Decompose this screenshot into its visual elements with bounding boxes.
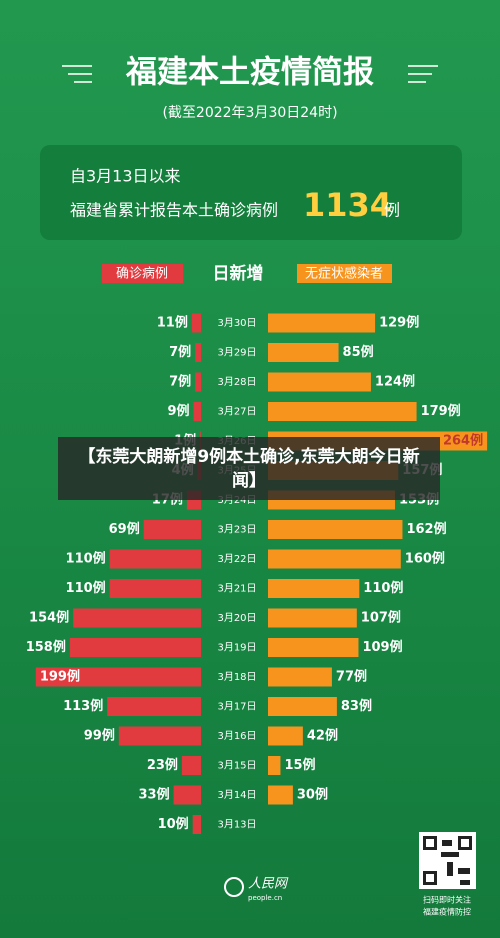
value-label: 107例 <box>361 610 401 626</box>
value-label: 85例 <box>343 344 374 360</box>
value-label: 7例 <box>169 344 191 360</box>
qr-caption: 扫码即时关注 <box>423 895 471 905</box>
bar <box>193 402 201 421</box>
bar <box>181 756 201 775</box>
value-label: 179例 <box>421 403 461 419</box>
legend-swatch <box>297 264 392 283</box>
value-label: 199例 <box>40 669 80 685</box>
bar <box>268 372 371 392</box>
bar <box>191 313 201 333</box>
value-label: 110例 <box>66 551 106 567</box>
value-label: 42例 <box>307 728 338 744</box>
bar <box>118 726 201 746</box>
value-label: 77例 <box>336 669 367 685</box>
value-label: 160例 <box>405 551 445 567</box>
category-label: 3月23日 <box>217 524 256 536</box>
logo-text: 人民网 <box>248 877 289 892</box>
center-label: 日新增 <box>213 263 264 284</box>
news-banner: 【东莞大朗新增9例本土确诊,东莞大朗今日新闻】 <box>58 437 440 500</box>
bar <box>35 667 201 687</box>
summary-unit: 例 <box>384 201 400 220</box>
bar <box>268 402 417 421</box>
value-label: 69例 <box>109 521 140 537</box>
bar <box>268 579 360 598</box>
qr-code <box>419 832 476 889</box>
category-label: 3月29日 <box>217 347 256 359</box>
category-label: 3月13日 <box>217 819 256 831</box>
category-label: 3月20日 <box>217 612 256 624</box>
value-label: 158例 <box>26 639 66 655</box>
summary-text: 福建省累计报告本土确诊病例 <box>70 201 278 220</box>
value-label: 99例 <box>84 728 115 744</box>
category-label: 3月18日 <box>217 671 256 683</box>
value-label: 264例 <box>443 433 483 449</box>
value-label: 162例 <box>406 521 446 537</box>
legend-label: 确诊病例 <box>116 267 168 282</box>
value-label: 9例 <box>167 403 189 419</box>
value-label: 10例 <box>158 816 189 832</box>
value-label: 109例 <box>362 639 402 655</box>
bar <box>107 697 201 716</box>
category-label: 3月22日 <box>217 553 256 565</box>
chart-subtitle: (截至2022年3月30日24时) <box>162 105 337 121</box>
value-label: 113例 <box>63 698 103 714</box>
value-label: 33例 <box>139 787 170 803</box>
bar <box>268 785 293 805</box>
summary-since: 自3月13日以来 <box>70 167 181 186</box>
chart-title: 福建本土疫情简报 <box>125 55 374 91</box>
value-label: 7例 <box>169 374 191 390</box>
title-deco <box>62 65 438 83</box>
value-label: 15例 <box>284 757 315 773</box>
bar <box>73 608 201 628</box>
bar <box>192 815 201 834</box>
bar <box>195 372 201 392</box>
value-label: 30例 <box>297 787 328 803</box>
legend-swatch <box>102 264 183 283</box>
bar <box>268 608 357 628</box>
logo-sub: people.cn <box>248 894 282 902</box>
category-label: 3月28日 <box>217 376 256 388</box>
value-label: 124例 <box>375 374 415 390</box>
summary-box <box>40 145 462 240</box>
category-label: 3月17日 <box>217 701 256 713</box>
category-label: 3月14日 <box>217 789 256 801</box>
bar <box>268 697 337 716</box>
bar <box>143 520 201 539</box>
value-label: 110例 <box>66 580 106 596</box>
bar <box>268 520 403 539</box>
bar <box>173 785 201 805</box>
bar <box>268 667 332 687</box>
value-label: 110例 <box>363 580 403 596</box>
bar <box>268 343 339 362</box>
footer-logo: 人民网 people.cn <box>224 877 289 902</box>
bar <box>268 549 401 569</box>
category-label: 3月30日 <box>217 317 256 329</box>
category-label: 3月21日 <box>217 583 256 595</box>
category-label: 3月15日 <box>217 760 256 772</box>
value-label: 154例 <box>29 610 69 626</box>
value-label: 23例 <box>147 757 178 773</box>
category-label: 3月19日 <box>217 642 256 654</box>
qr-caption: 福建疫情防控 <box>423 907 471 917</box>
category-label: 3月16日 <box>217 730 256 742</box>
bar <box>268 638 359 657</box>
bar <box>268 756 281 775</box>
legend-label: 无症状感染者 <box>305 266 383 282</box>
category-label: 3月27日 <box>217 406 256 418</box>
value-label: 129例 <box>379 315 419 331</box>
summary-total: 1134 <box>303 186 392 224</box>
bar <box>109 579 201 598</box>
value-label: 83例 <box>341 698 372 714</box>
bar <box>268 313 376 333</box>
value-label: 11例 <box>157 315 188 331</box>
bar <box>69 638 201 657</box>
bar <box>109 549 201 569</box>
bar <box>268 726 303 746</box>
bar <box>195 343 201 362</box>
